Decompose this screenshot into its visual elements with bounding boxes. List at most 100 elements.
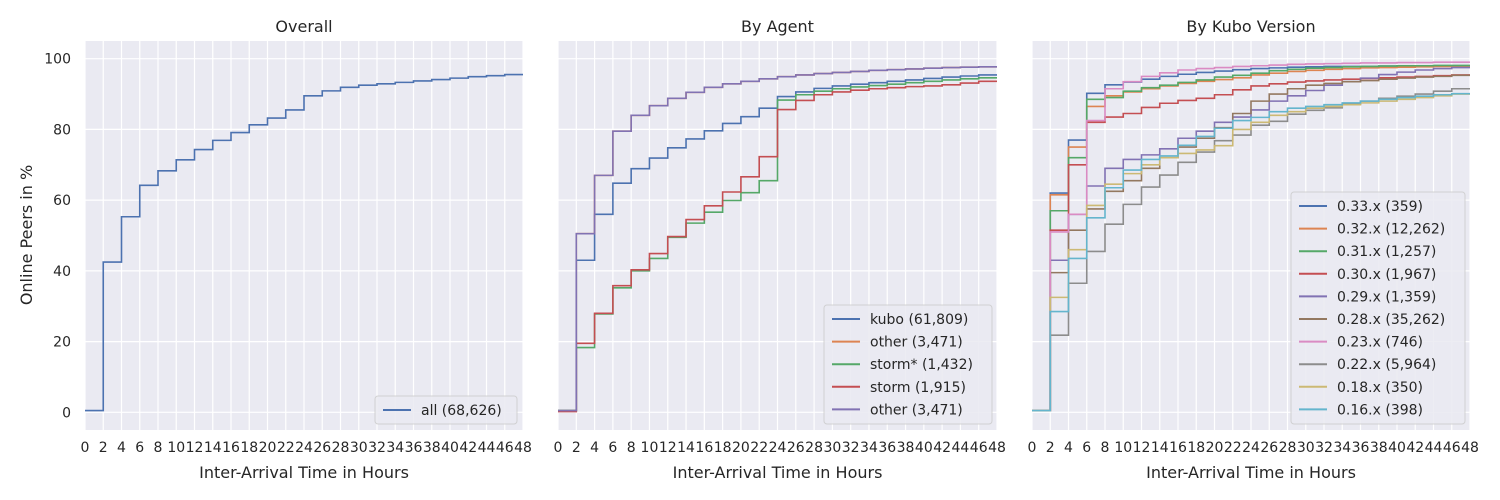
x-tick-label: 2 (572, 440, 581, 456)
legend-entry-all-68-626: all (68,626) (421, 403, 502, 419)
y-tick-label: 60 (53, 193, 71, 209)
x-tick-label: 8 (627, 440, 636, 456)
legend-entry-0-33-x-359: 0.33.x (359) (1337, 199, 1423, 215)
x-tick-label: 22 (1224, 440, 1242, 456)
x-tick-label: 38 (1370, 440, 1388, 456)
x-tick-label: 42 (933, 440, 951, 456)
x-tick-label: 16 (222, 440, 240, 456)
x-tick-label: 36 (405, 440, 423, 456)
x-tick-label: 6 (608, 440, 617, 456)
x-tick-label: 6 (1082, 440, 1091, 456)
x-tick-label: 18 (1187, 440, 1205, 456)
x-tick-label: 0 (1028, 440, 1037, 456)
x-tick-label: 40 (1388, 440, 1406, 456)
y-tick-label: 100 (44, 52, 71, 68)
x-tick-label: 32 (842, 440, 860, 456)
x-tick-label: 2 (99, 440, 108, 456)
x-tick-label: 14 (677, 440, 695, 456)
x-axis-label: Inter-Arrival Time in Hours (199, 463, 409, 482)
x-tick-label: 24 (769, 440, 787, 456)
y-tick-label: 0 (62, 405, 71, 421)
x-tick-label: 24 (1242, 440, 1260, 456)
x-tick-label: 12 (1133, 440, 1151, 456)
x-axis-label: Inter-Arrival Time in Hours (1146, 463, 1356, 482)
x-tick-label: 46 (496, 440, 514, 456)
x-tick-label: 0 (81, 440, 90, 456)
x-axis-label: Inter-Arrival Time in Hours (673, 463, 883, 482)
x-tick-label: 26 (313, 440, 331, 456)
x-tick-label: 40 (915, 440, 933, 456)
legend-entry-storm-1-432: storm* (1,432) (870, 357, 973, 373)
x-tick-label: 20 (732, 440, 750, 456)
x-tick-label: 44 (1425, 440, 1443, 456)
chart-panel-by-agent: 0 2 4 6 8 10 12 14 16 18 20 22 24 26 28 30 32 34 36 38 40 42 4… (554, 17, 1006, 482)
legend (1290, 191, 1466, 425)
y-axis-label: Online Peers in % (17, 165, 36, 305)
series-line-all-68-626 (85, 73, 523, 412)
x-tick-label: 48 (1461, 440, 1479, 456)
x-tick-label: 14 (204, 440, 222, 456)
x-tick-label: 48 (988, 440, 1006, 456)
panel-title: Overall (275, 17, 332, 36)
x-tick-label: 34 (860, 440, 878, 456)
x-tick-label: 20 (259, 440, 277, 456)
x-tick-label: 28 (332, 440, 350, 456)
series-line-storm-1-915 (558, 80, 997, 413)
x-tick-label: 36 (1352, 440, 1370, 456)
x-tick-label: 8 (154, 440, 163, 456)
x-tick-label: 8 (1101, 440, 1110, 456)
legend (823, 304, 993, 425)
x-tick-label: 22 (750, 440, 768, 456)
x-tick-label: 14 (1151, 440, 1169, 456)
legend-entry-kubo-61-809: kubo (61,809) (870, 312, 968, 328)
legend-entry-storm-1-915: storm (1,915) (870, 380, 966, 396)
x-tick-label: 38 (897, 440, 915, 456)
x-tick-label: 16 (695, 440, 713, 456)
x-tick-label: 28 (805, 440, 823, 456)
x-tick-label: 32 (1315, 440, 1333, 456)
series-line-0-23-x-746 (1032, 61, 1470, 412)
x-tick-label: 26 (787, 440, 805, 456)
x-tick-label: 4 (590, 440, 599, 456)
legend-entry-0-31-x-1-257: 0.31.x (1,257) (1337, 244, 1436, 260)
x-tick-label: 46 (1443, 440, 1461, 456)
x-tick-label: 22 (277, 440, 295, 456)
legend-entry-other-3-471: other (3,471) (870, 402, 963, 418)
x-tick-label: 16 (1169, 440, 1187, 456)
panel-title: By Kubo Version (1186, 17, 1315, 36)
x-tick-label: 4 (117, 440, 126, 456)
legend (374, 395, 518, 425)
legend-entry-0-22-x-5-964: 0.22.x (5,964) (1337, 357, 1436, 373)
x-tick-label: 0 (554, 440, 563, 456)
x-tick-label: 18 (240, 440, 258, 456)
chart-panel-by-kubo-version: 0 2 4 6 8 10 12 14 16 18 20 22 24 26 28 30 32 34 36 38 40 42 4… (1028, 17, 1479, 482)
x-tick-label: 2 (1046, 440, 1055, 456)
y-tick-label: 20 (53, 335, 71, 351)
series-line-other-3-471 (558, 66, 997, 412)
x-tick-label: 38 (423, 440, 441, 456)
legend-entry-0-29-x-1-359: 0.29.x (1,359) (1337, 289, 1436, 305)
x-tick-label: 18 (714, 440, 732, 456)
y-tick-label: 80 (53, 122, 71, 138)
panel-title: By Agent (741, 17, 814, 36)
legend-entry-0-28-x-35-262: 0.28.x (35,262) (1337, 312, 1445, 328)
x-tick-label: 6 (135, 440, 144, 456)
series-line-0-16-x-398 (1032, 92, 1470, 412)
x-tick-label: 48 (514, 440, 532, 456)
x-tick-label: 44 (478, 440, 496, 456)
x-tick-label: 36 (878, 440, 896, 456)
x-tick-label: 10 (167, 440, 185, 456)
legend-entry-0-16-x-398: 0.16.x (398) (1337, 402, 1423, 418)
x-tick-label: 42 (459, 440, 477, 456)
x-tick-label: 32 (368, 440, 386, 456)
x-tick-label: 12 (659, 440, 677, 456)
x-tick-label: 34 (1333, 440, 1351, 456)
x-tick-label: 30 (1297, 440, 1315, 456)
legend-entry-0-32-x-12-262: 0.32.x (12,262) (1337, 222, 1445, 238)
x-tick-label: 40 (441, 440, 459, 456)
chart-panel-overall: 0 2 4 6 8 10 12 14 16 18 20 22 24 26 28 30 32 34 36 38 40 42 4… (44, 17, 532, 482)
y-tick-label: 40 (53, 264, 71, 280)
x-tick-label: 30 (350, 440, 368, 456)
x-tick-label: 12 (186, 440, 204, 456)
